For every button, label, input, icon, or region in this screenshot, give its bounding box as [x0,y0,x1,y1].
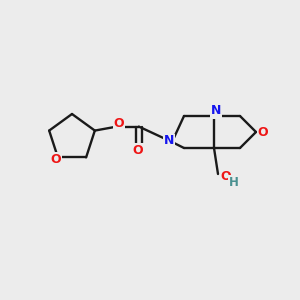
Text: N: N [211,104,221,118]
Text: O: O [221,170,231,184]
Text: O: O [51,153,61,166]
Text: O: O [258,125,268,139]
Text: N: N [164,134,174,148]
Text: H: H [229,176,239,188]
Text: O: O [133,144,143,157]
Text: O: O [113,117,124,130]
